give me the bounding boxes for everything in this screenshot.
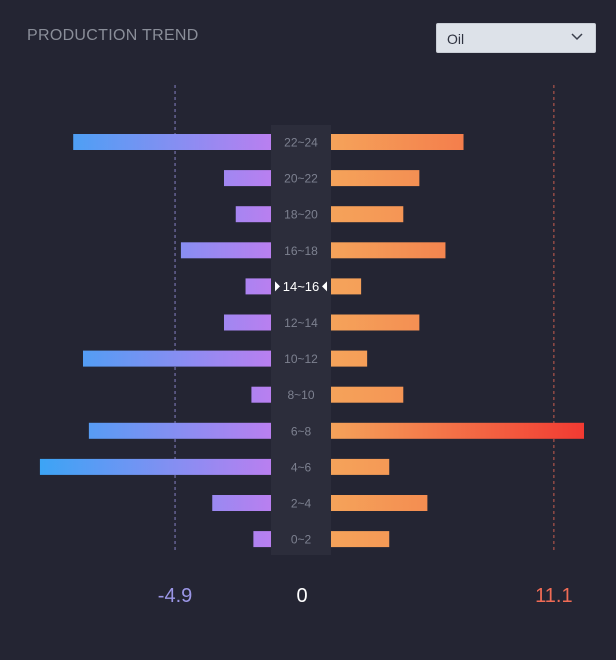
category-label-6~8: 6~8 — [291, 424, 312, 438]
bar-left-2~4[interactable] — [212, 495, 271, 511]
category-label-20~22: 20~22 — [284, 172, 318, 186]
bar-right-2~4[interactable] — [331, 495, 428, 511]
chevron-down-icon — [571, 33, 583, 41]
center-label: 0 — [296, 585, 307, 607]
bar-left-14~16[interactable] — [245, 278, 271, 295]
category-label-8~10: 8~10 — [287, 388, 314, 402]
bar-right-22~24[interactable] — [331, 134, 464, 150]
bar-left-8~10[interactable] — [251, 386, 271, 403]
bar-left-22~24[interactable] — [73, 134, 271, 150]
bar-left-10~12[interactable] — [83, 350, 271, 367]
bar-left-0~2[interactable] — [253, 531, 271, 548]
category-label-2~4: 2~4 — [291, 497, 312, 511]
bar-right-4~6[interactable] — [331, 458, 390, 475]
bar-left-18~20[interactable] — [235, 206, 271, 223]
category-label-10~12: 10~12 — [284, 352, 318, 366]
bar-right-10~12[interactable] — [331, 350, 368, 367]
bar-right-6~8[interactable] — [331, 422, 584, 439]
category-label-4~6: 4~6 — [291, 460, 312, 474]
product-select[interactable]: Oil — [436, 23, 596, 53]
category-label-14~16[interactable]: 14~16 — [283, 279, 320, 294]
category-label-22~24: 22~24 — [284, 136, 318, 150]
category-label-16~18: 16~18 — [284, 244, 318, 258]
reference-label-left: -4.9 — [158, 585, 192, 607]
category-label-12~14: 12~14 — [284, 316, 318, 330]
selection-marker-right-icon — [322, 281, 327, 292]
bar-right-8~10[interactable] — [331, 386, 404, 403]
bar-left-4~6[interactable] — [39, 458, 271, 475]
bar-right-12~14[interactable] — [331, 314, 420, 331]
selection-marker-left-icon — [275, 281, 280, 292]
bar-left-16~18[interactable] — [180, 242, 271, 259]
bar-right-16~18[interactable] — [331, 242, 446, 259]
bar-right-20~22[interactable] — [331, 170, 420, 187]
chart-title: PRODUCTION TREND — [27, 27, 199, 44]
bar-right-14~16[interactable] — [331, 278, 362, 295]
bar-left-6~8[interactable] — [88, 422, 271, 439]
category-label-0~2: 0~2 — [291, 533, 312, 547]
category-label-18~20: 18~20 — [284, 208, 318, 222]
bar-right-18~20[interactable] — [331, 206, 404, 223]
bar-right-0~2[interactable] — [331, 531, 390, 548]
bar-left-12~14[interactable] — [224, 314, 271, 331]
category-label-column — [271, 125, 331, 555]
bar-left-20~22[interactable] — [224, 170, 271, 187]
reference-label-right: 11.1 — [535, 585, 572, 607]
product-select-value: Oil — [447, 31, 465, 47]
